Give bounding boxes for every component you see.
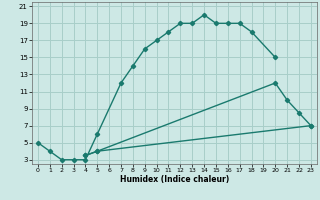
X-axis label: Humidex (Indice chaleur): Humidex (Indice chaleur) (120, 175, 229, 184)
